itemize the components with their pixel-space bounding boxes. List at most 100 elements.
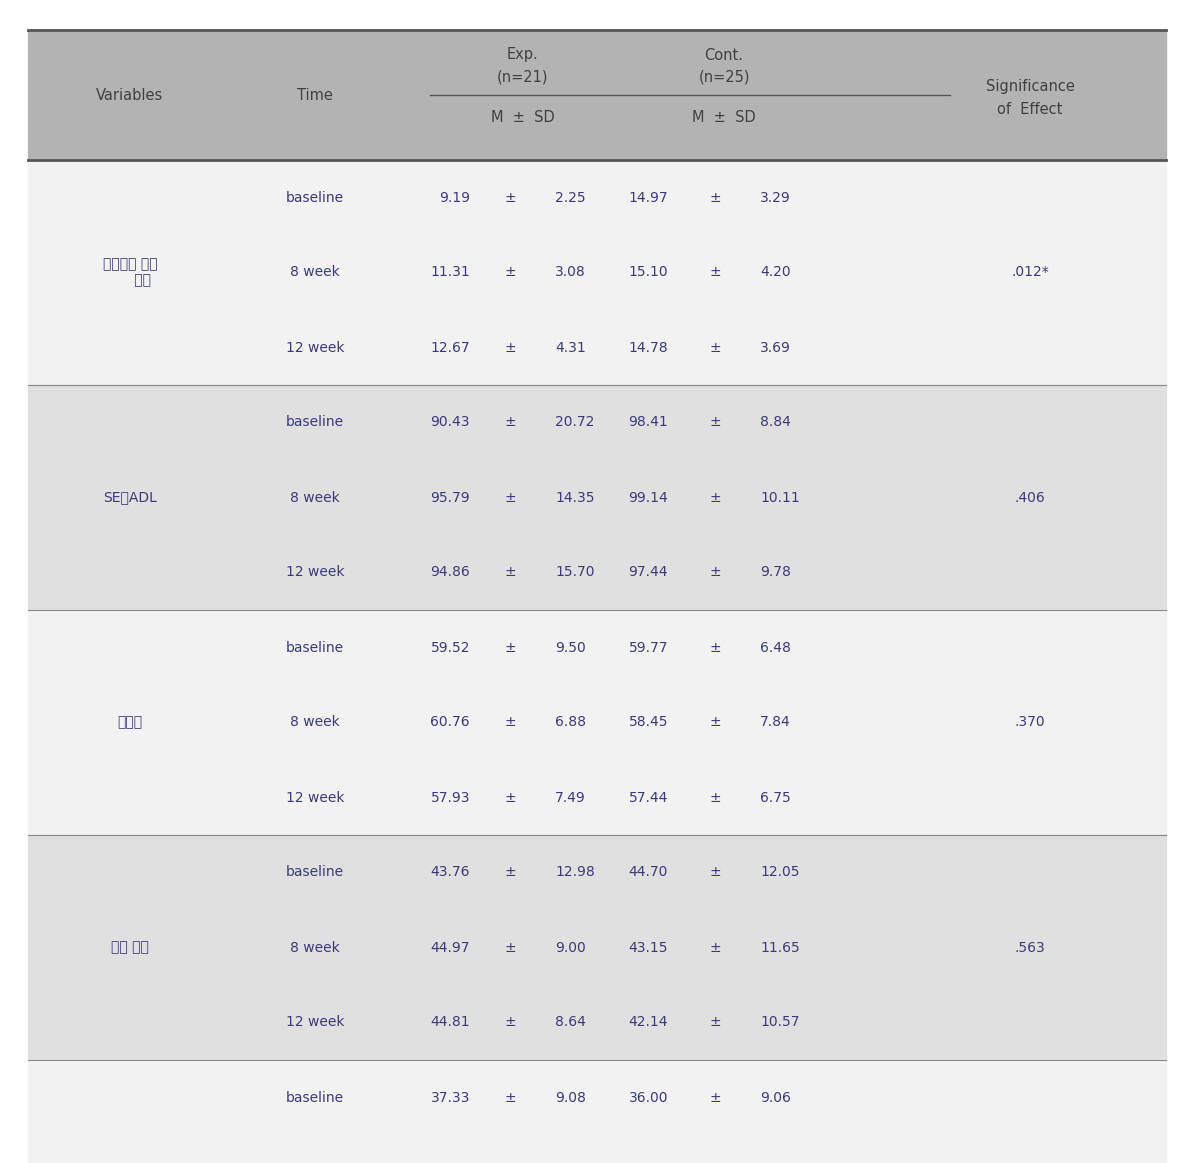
Text: 42.14: 42.14 <box>628 1015 667 1029</box>
Text: 6.88: 6.88 <box>555 715 586 729</box>
Text: 3.69: 3.69 <box>761 341 790 355</box>
Text: (n=21): (n=21) <box>497 70 548 85</box>
Text: 6.75: 6.75 <box>761 791 790 805</box>
Text: 10.57: 10.57 <box>761 1015 800 1029</box>
Text: ±: ± <box>504 791 516 805</box>
Text: ±: ± <box>504 565 516 579</box>
Text: 44.97: 44.97 <box>431 941 470 955</box>
Text: 9.19: 9.19 <box>439 191 470 205</box>
Text: SE－ADL: SE－ADL <box>103 491 156 505</box>
Text: 97.44: 97.44 <box>628 565 667 579</box>
Text: ±: ± <box>504 865 516 879</box>
Text: 59.77: 59.77 <box>628 641 667 655</box>
Text: 12 week: 12 week <box>285 1015 344 1029</box>
Text: ±: ± <box>504 941 516 955</box>
Text: 9.50: 9.50 <box>555 641 586 655</box>
Text: 11.65: 11.65 <box>761 941 800 955</box>
Text: 60.76: 60.76 <box>430 715 470 729</box>
Text: 15.10: 15.10 <box>628 265 667 279</box>
Text: 94.86: 94.86 <box>430 565 470 579</box>
Text: baseline: baseline <box>285 191 344 205</box>
Text: 59.52: 59.52 <box>431 641 470 655</box>
Text: 12.05: 12.05 <box>761 865 800 879</box>
Text: 8.64: 8.64 <box>555 1015 586 1029</box>
Text: of  Effect: of Effect <box>997 101 1063 116</box>
Text: 11.31: 11.31 <box>430 265 470 279</box>
Text: ±: ± <box>709 491 721 505</box>
Text: M  ±  SD: M ± SD <box>693 110 756 126</box>
Text: 8.84: 8.84 <box>761 415 790 429</box>
Text: 9.08: 9.08 <box>555 1091 586 1105</box>
Text: ±: ± <box>504 491 516 505</box>
Text: ±: ± <box>504 415 516 429</box>
Text: 8 week: 8 week <box>290 491 340 505</box>
Text: 44.81: 44.81 <box>430 1015 470 1029</box>
Text: ±: ± <box>504 715 516 729</box>
Text: .406: .406 <box>1015 491 1046 505</box>
Polygon shape <box>27 385 1167 611</box>
Text: .012*: .012* <box>1011 265 1048 279</box>
Text: 파킨슨병 관련
      지식: 파킨슨병 관련 지식 <box>103 257 158 287</box>
Text: ±: ± <box>504 265 516 279</box>
Text: ±: ± <box>709 791 721 805</box>
Text: ±: ± <box>709 415 721 429</box>
Text: 36.00: 36.00 <box>628 1091 667 1105</box>
Text: 9.06: 9.06 <box>761 1091 790 1105</box>
Text: 9.78: 9.78 <box>761 565 790 579</box>
Text: baseline: baseline <box>285 641 344 655</box>
Text: 58.45: 58.45 <box>628 715 667 729</box>
Text: 90.43: 90.43 <box>431 415 470 429</box>
Text: ±: ± <box>709 941 721 955</box>
Text: 7.49: 7.49 <box>555 791 586 805</box>
Text: 8 week: 8 week <box>290 265 340 279</box>
Text: ±: ± <box>709 641 721 655</box>
Text: 12 week: 12 week <box>285 341 344 355</box>
Text: ±: ± <box>504 1091 516 1105</box>
Text: 6.48: 6.48 <box>761 641 790 655</box>
Text: Time: Time <box>297 87 333 102</box>
Text: M  ±  SD: M ± SD <box>491 110 554 126</box>
Text: ±: ± <box>709 1091 721 1105</box>
Text: 10.11: 10.11 <box>761 491 800 505</box>
Polygon shape <box>27 160 1167 385</box>
Text: (n=25): (n=25) <box>698 70 750 85</box>
Text: 44.70: 44.70 <box>628 865 667 879</box>
Text: 14.78: 14.78 <box>628 341 667 355</box>
Text: Variables: Variables <box>97 87 164 102</box>
Text: 43.15: 43.15 <box>628 941 667 955</box>
Text: ±: ± <box>709 1015 721 1029</box>
Polygon shape <box>27 30 1167 160</box>
Polygon shape <box>27 1059 1167 1163</box>
Text: 37.33: 37.33 <box>431 1091 470 1105</box>
Text: ±: ± <box>709 565 721 579</box>
Text: ±: ± <box>504 191 516 205</box>
Text: .370: .370 <box>1015 715 1045 729</box>
Text: 12 week: 12 week <box>285 791 344 805</box>
Text: ±: ± <box>504 341 516 355</box>
Text: 9.00: 9.00 <box>555 941 586 955</box>
Text: 2.25: 2.25 <box>555 191 585 205</box>
Text: ±: ± <box>709 265 721 279</box>
Text: 8 week: 8 week <box>290 715 340 729</box>
Text: 4.31: 4.31 <box>555 341 586 355</box>
Text: 57.93: 57.93 <box>431 791 470 805</box>
Text: .563: .563 <box>1015 941 1046 955</box>
Text: baseline: baseline <box>285 415 344 429</box>
Text: 3.08: 3.08 <box>555 265 586 279</box>
Text: 가족 지지: 가족 지지 <box>111 941 149 955</box>
Text: 95.79: 95.79 <box>430 491 470 505</box>
Text: ±: ± <box>709 341 721 355</box>
Text: Exp.: Exp. <box>506 48 538 63</box>
Text: 99.14: 99.14 <box>628 491 667 505</box>
Text: 98.41: 98.41 <box>628 415 667 429</box>
Text: 20.72: 20.72 <box>555 415 595 429</box>
Text: 57.44: 57.44 <box>628 791 667 805</box>
Polygon shape <box>27 835 1167 1059</box>
Text: 3.29: 3.29 <box>761 191 790 205</box>
Text: 8 week: 8 week <box>290 941 340 955</box>
Text: 43.76: 43.76 <box>431 865 470 879</box>
Text: 7.84: 7.84 <box>761 715 790 729</box>
Text: 12.67: 12.67 <box>430 341 470 355</box>
Text: ±: ± <box>709 865 721 879</box>
Text: 12 week: 12 week <box>285 565 344 579</box>
